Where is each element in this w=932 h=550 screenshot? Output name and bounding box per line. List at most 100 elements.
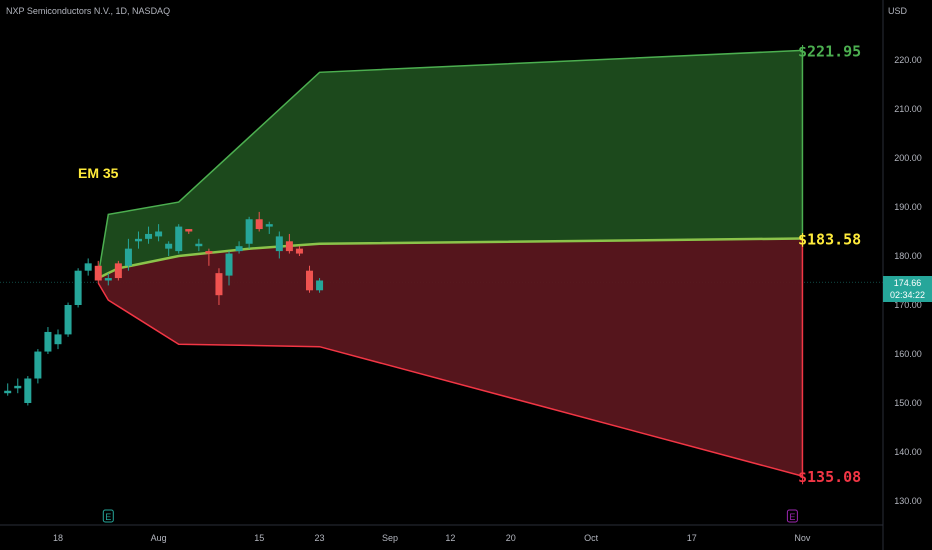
x-tick-label: 23 xyxy=(315,533,325,543)
candle-body xyxy=(64,305,72,335)
upper-bound-line xyxy=(97,49,803,276)
candle[interactable] xyxy=(104,273,112,286)
bar-countdown: 02:34:22 xyxy=(889,290,926,300)
expected-move-label: EM 35 xyxy=(78,165,119,181)
candle[interactable] xyxy=(54,329,62,350)
currency-label: USD xyxy=(888,6,908,16)
lower-bound-label: $135.08 xyxy=(798,468,861,486)
y-tick-label: 160.00 xyxy=(894,349,922,359)
candle-body xyxy=(306,270,313,291)
candle[interactable] xyxy=(34,349,42,384)
lower-bound-line xyxy=(97,282,803,477)
candle[interactable] xyxy=(225,251,233,286)
lower-band-fill xyxy=(98,238,803,477)
candle[interactable] xyxy=(94,260,102,283)
candle[interactable] xyxy=(185,229,193,234)
mid-value-label: $183.58 xyxy=(798,230,861,248)
upper-band-fill xyxy=(98,50,803,279)
candle[interactable] xyxy=(306,265,313,293)
candle[interactable] xyxy=(14,378,22,394)
candle[interactable] xyxy=(275,231,283,259)
candlesticks xyxy=(4,211,324,406)
candle-body xyxy=(245,219,253,244)
x-tick-label: 17 xyxy=(687,533,697,543)
candle[interactable] xyxy=(285,233,293,254)
candle-body xyxy=(4,390,12,394)
y-tick-label: 200.00 xyxy=(894,153,922,163)
candle[interactable] xyxy=(255,211,263,232)
earnings-event-marker[interactable]: E xyxy=(102,509,114,523)
candle-body xyxy=(195,243,203,247)
candle-body xyxy=(185,229,193,232)
earnings-event-marker[interactable]: E xyxy=(786,509,798,523)
candle[interactable] xyxy=(24,376,32,406)
candle-body xyxy=(134,238,142,242)
candle-body xyxy=(235,246,243,252)
candle[interactable] xyxy=(316,278,324,293)
y-tick-label: 210.00 xyxy=(894,104,922,114)
candle-body xyxy=(316,280,324,291)
x-tick-label: 15 xyxy=(254,533,264,543)
candle[interactable] xyxy=(245,216,253,249)
candle[interactable] xyxy=(134,231,142,249)
candle-body xyxy=(285,241,293,252)
candle-body xyxy=(34,351,42,379)
candle-body xyxy=(74,270,82,305)
candle-body xyxy=(155,231,163,237)
current-price-tag: 174.66 02:34:22 xyxy=(883,276,932,302)
y-tick-label: 130.00 xyxy=(894,496,922,506)
candle[interactable] xyxy=(145,226,153,244)
candle[interactable] xyxy=(205,248,213,266)
x-tick-label: Oct xyxy=(584,533,599,543)
candle[interactable] xyxy=(235,241,243,254)
x-tick-label: Sep xyxy=(382,533,398,543)
y-tick-label: 140.00 xyxy=(894,447,922,457)
candle[interactable] xyxy=(295,246,303,256)
candle[interactable] xyxy=(265,221,273,234)
candle-body xyxy=(225,253,233,276)
x-tick-label: 18 xyxy=(53,533,63,543)
candle-body xyxy=(104,278,112,281)
candle-body xyxy=(165,243,173,249)
chart-labels: $221.95 $183.58 $135.08 EM 35 E E xyxy=(78,42,861,523)
event-marker-text: E xyxy=(105,512,111,522)
candle[interactable] xyxy=(155,224,163,242)
candle-body xyxy=(175,226,183,252)
candle-body xyxy=(145,233,153,239)
event-marker-box xyxy=(102,509,114,523)
candle-body xyxy=(54,334,62,345)
x-tick-label: Aug xyxy=(151,533,167,543)
mid-line xyxy=(97,237,803,280)
event-marker-text: E xyxy=(789,512,795,522)
candle[interactable] xyxy=(124,238,132,271)
y-tick-label: 190.00 xyxy=(894,202,922,212)
candle-body xyxy=(24,378,32,403)
x-tick-label: 20 xyxy=(506,533,516,543)
candle-body xyxy=(215,273,223,296)
candle[interactable] xyxy=(215,268,223,305)
candle-body xyxy=(295,248,303,254)
candle-body xyxy=(114,263,122,279)
candle-body xyxy=(94,265,102,281)
candle-body xyxy=(265,224,273,227)
candle[interactable] xyxy=(64,302,72,337)
candle[interactable] xyxy=(195,238,203,252)
y-tick-label: 170.00 xyxy=(894,300,922,310)
candle-body xyxy=(275,236,283,252)
event-marker-box xyxy=(786,509,798,523)
candle-body xyxy=(124,248,132,266)
candle[interactable] xyxy=(114,260,122,281)
candle[interactable] xyxy=(74,268,82,308)
candle[interactable] xyxy=(44,327,52,354)
upper-bound-label: $221.95 xyxy=(798,42,861,60)
candle-body xyxy=(84,263,92,271)
candle-body xyxy=(205,251,213,254)
candle[interactable] xyxy=(165,241,173,256)
candle[interactable] xyxy=(84,258,92,276)
y-tick-label: 150.00 xyxy=(894,398,922,408)
candle[interactable] xyxy=(4,383,12,396)
candle-body xyxy=(255,219,263,230)
candle[interactable] xyxy=(175,224,183,254)
